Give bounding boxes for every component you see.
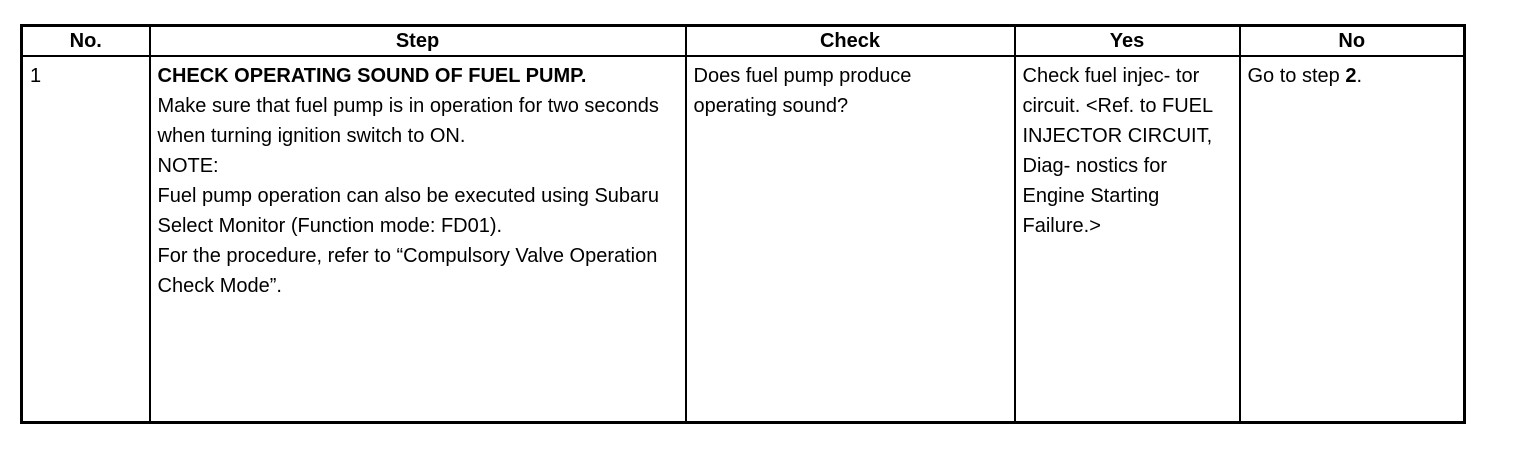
header-yes: Yes — [1013, 24, 1241, 57]
no-suffix: . — [1356, 65, 1363, 87]
step-text: Make sure that fuel pump is in operation… — [157, 95, 659, 147]
header-check: Check — [684, 24, 1016, 57]
header-row: No. Step Check Yes No — [20, 24, 1466, 57]
step-note-label: NOTE: — [157, 155, 219, 177]
header-step: Step — [148, 24, 687, 57]
cell-step: CHECK OPERATING SOUND OF FUEL PUMP. Make… — [148, 55, 687, 424]
step-title: CHECK OPERATING SOUND OF FUEL PUMP. — [157, 65, 587, 87]
header-no: No. — [20, 24, 151, 57]
step-link: 2 — [1345, 65, 1357, 87]
cell-no-result: Go to step 2. — [1238, 55, 1466, 424]
cell-yes: Check fuel injec- tor circuit. <Ref. to … — [1013, 55, 1241, 424]
step-procedure-text: For the procedure, refer to “Compulsory … — [157, 245, 658, 297]
header-no-result: No — [1238, 24, 1466, 57]
table-row: 1 CHECK OPERATING SOUND OF FUEL PUMP. Ma… — [20, 55, 1466, 424]
cell-no: 1 — [20, 55, 151, 424]
step-note-text: Fuel pump operation can also be executed… — [157, 185, 659, 237]
cell-check: Does fuel pump produce operating sound? — [684, 55, 1016, 424]
diagnostic-table: No. Step Check Yes No 1 CHECK OPERATING … — [20, 24, 1466, 424]
no-prefix: Go to step — [1247, 65, 1346, 87]
